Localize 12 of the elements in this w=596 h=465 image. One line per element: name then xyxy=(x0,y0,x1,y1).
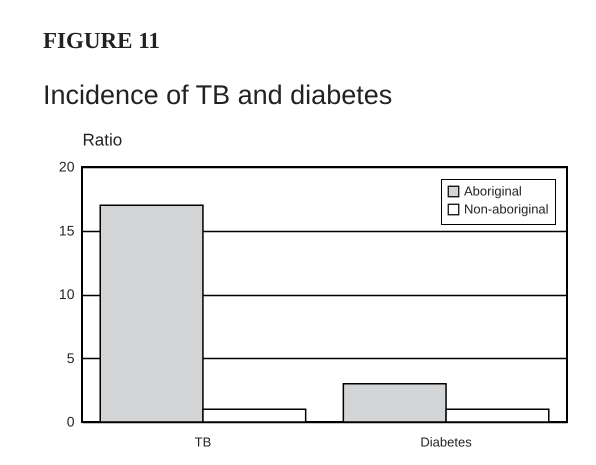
y-tick-label: 0 xyxy=(66,414,75,430)
y-tick-label: 10 xyxy=(58,286,75,302)
chart-subtitle: Incidence of TB and diabetes xyxy=(43,80,392,110)
y-tick-label: 15 xyxy=(58,222,75,238)
x-tick-label: Diabetes xyxy=(420,434,472,450)
legend-label: Non-aboriginal xyxy=(464,202,549,216)
legend-label: Aboriginal xyxy=(464,184,522,198)
y-tick-label: 5 xyxy=(66,350,75,366)
chart-title: FIGURE 11 xyxy=(43,28,160,53)
x-tick-label: TB xyxy=(194,434,212,450)
y-tick-label: 20 xyxy=(58,158,75,174)
y-axis-title: Ratio xyxy=(82,130,122,150)
